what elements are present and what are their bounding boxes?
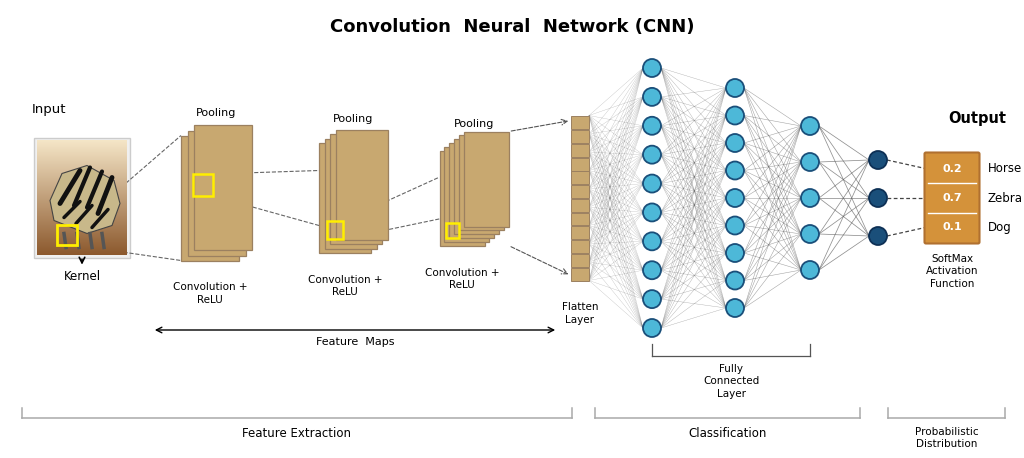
Circle shape: [869, 189, 887, 207]
Circle shape: [801, 117, 819, 135]
Circle shape: [869, 151, 887, 169]
Text: Input: Input: [32, 103, 67, 115]
Bar: [571, 199, 589, 212]
Bar: [439, 151, 484, 245]
Text: 0.7: 0.7: [942, 193, 962, 203]
Circle shape: [643, 88, 662, 106]
Text: Probabilistic
Distribution: Probabilistic Distribution: [914, 427, 978, 449]
Bar: [459, 135, 504, 230]
Bar: [181, 136, 239, 261]
Bar: [325, 138, 377, 249]
Polygon shape: [50, 165, 120, 234]
Circle shape: [726, 217, 744, 234]
Circle shape: [643, 261, 662, 279]
Circle shape: [801, 225, 819, 243]
Circle shape: [801, 153, 819, 171]
Bar: [464, 131, 509, 227]
Circle shape: [726, 244, 744, 262]
Circle shape: [643, 59, 662, 77]
Bar: [194, 125, 252, 251]
Bar: [187, 131, 246, 256]
Text: Fully
Connected
Layer: Fully Connected Layer: [702, 364, 759, 399]
Bar: [454, 139, 499, 234]
Bar: [319, 143, 371, 253]
Bar: [571, 185, 589, 198]
Bar: [571, 240, 589, 253]
Circle shape: [643, 117, 662, 135]
Bar: [35, 138, 129, 258]
Text: 0.2: 0.2: [942, 164, 962, 174]
Bar: [450, 143, 495, 238]
Text: SoftMax
Activation
Function: SoftMax Activation Function: [926, 254, 978, 289]
Bar: [571, 116, 589, 129]
Bar: [336, 130, 387, 240]
Bar: [571, 130, 589, 143]
Text: Pooling: Pooling: [333, 114, 374, 124]
Text: Classification: Classification: [688, 427, 767, 440]
Bar: [571, 158, 589, 170]
Circle shape: [643, 174, 662, 192]
Bar: [330, 134, 382, 244]
Circle shape: [643, 146, 662, 164]
Bar: [571, 254, 589, 267]
Circle shape: [801, 189, 819, 207]
Bar: [193, 174, 213, 196]
Text: 0.1: 0.1: [942, 222, 962, 232]
Circle shape: [869, 227, 887, 245]
Bar: [571, 171, 589, 184]
Circle shape: [643, 290, 662, 308]
Bar: [444, 147, 489, 242]
Circle shape: [726, 134, 744, 152]
Text: Convolution  Neural  Network (CNN): Convolution Neural Network (CNN): [330, 18, 694, 36]
Bar: [57, 225, 77, 245]
Bar: [327, 221, 343, 239]
Bar: [571, 267, 589, 280]
Bar: [571, 213, 589, 225]
Circle shape: [643, 203, 662, 222]
Circle shape: [643, 319, 662, 337]
Text: Flatten
Layer: Flatten Layer: [562, 302, 598, 325]
Text: Pooling: Pooling: [197, 109, 237, 119]
Circle shape: [726, 189, 744, 207]
Text: Dog: Dog: [988, 221, 1012, 234]
Circle shape: [726, 107, 744, 125]
Circle shape: [643, 232, 662, 251]
Text: Horse: Horse: [988, 162, 1022, 175]
Text: Convolution +
ReLU: Convolution + ReLU: [308, 275, 382, 297]
Text: Feature  Maps: Feature Maps: [315, 337, 394, 347]
Text: Pooling: Pooling: [454, 119, 495, 129]
Text: Kernel: Kernel: [63, 271, 100, 284]
Bar: [445, 223, 459, 238]
Text: Convolution +
ReLU: Convolution + ReLU: [425, 267, 500, 290]
Circle shape: [801, 261, 819, 279]
Text: Zebra: Zebra: [988, 191, 1023, 205]
Text: Convolution +
ReLU: Convolution + ReLU: [173, 283, 247, 305]
Bar: [571, 144, 589, 157]
FancyBboxPatch shape: [925, 153, 980, 244]
Circle shape: [726, 299, 744, 317]
Circle shape: [726, 79, 744, 97]
Text: Feature Extraction: Feature Extraction: [243, 427, 351, 440]
Circle shape: [726, 162, 744, 180]
Circle shape: [726, 272, 744, 289]
Bar: [571, 226, 589, 239]
Text: Output: Output: [948, 111, 1006, 126]
